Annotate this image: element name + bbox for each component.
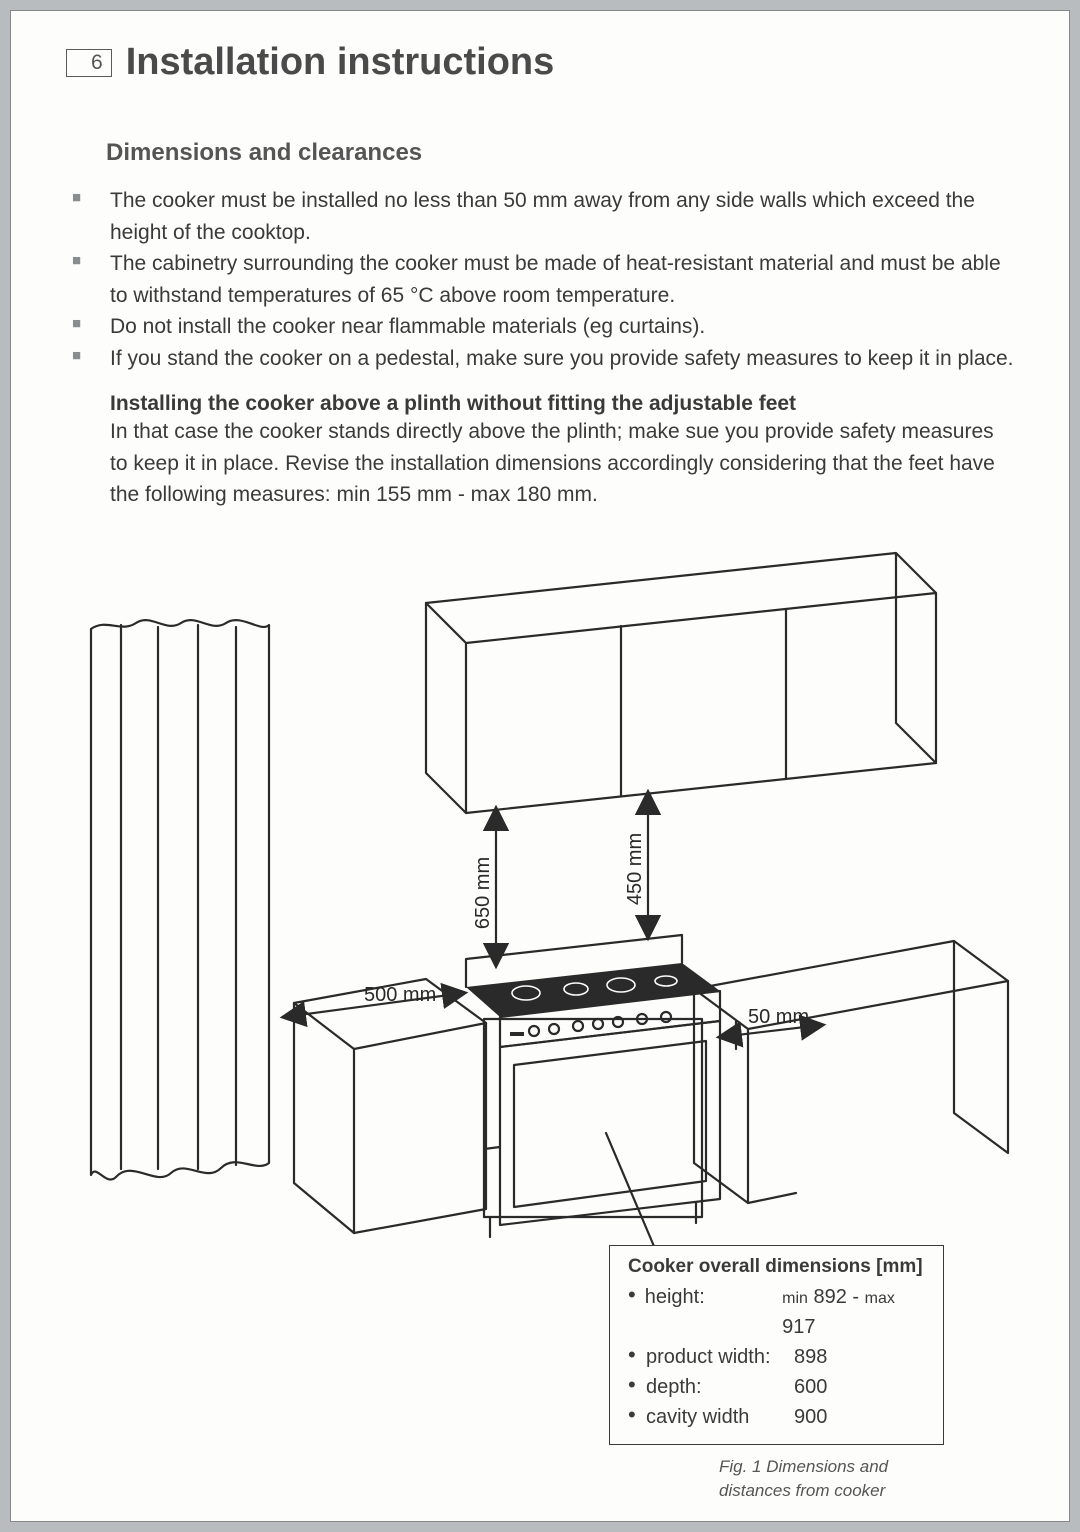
dim-value: 898: [794, 1342, 827, 1372]
header: 6 Installation instructions: [66, 41, 1014, 84]
dim-label: depth:: [646, 1372, 794, 1402]
sub-heading: Installing the cooker above a plinth wit…: [110, 392, 1014, 416]
dim-label: cavity width: [646, 1402, 794, 1432]
sub-body: In that case the cooker stands directly …: [110, 416, 1014, 511]
dim-label: height:: [645, 1282, 782, 1342]
page-number-box: 6: [66, 49, 112, 77]
diagram-svg: 650 mm 450 mm 500 mm 50 mm: [66, 533, 1026, 1253]
page: 6 Installation instructions Dimensions a…: [10, 10, 1070, 1522]
bullet-item: The cooker must be installed no less tha…: [66, 185, 1014, 248]
dim-box-title: Cooker overall dimensions [mm]: [628, 1256, 923, 1278]
dim-value: 600: [794, 1372, 827, 1402]
dim-row: • product width: 898: [628, 1342, 923, 1372]
dim-label-500: 500 mm: [364, 984, 436, 1006]
dimensions-box: Cooker overall dimensions [mm] • height:…: [609, 1245, 944, 1445]
bullet-list: The cooker must be installed no less tha…: [66, 185, 1014, 374]
bullet-item: The cabinetry surrounding the cooker mus…: [66, 248, 1014, 311]
dim-label-450: 450 mm: [624, 832, 646, 904]
dim-value: 900: [794, 1402, 827, 1432]
section-title: Dimensions and clearances: [106, 139, 1014, 167]
dim-value: min 892 - max 917: [782, 1282, 923, 1342]
dim-label: product width:: [646, 1342, 794, 1372]
dim-label-650: 650 mm: [472, 856, 494, 928]
diagram: 650 mm 450 mm 500 mm 50 mm Cooker overal…: [66, 533, 1014, 1253]
bullet-item: Do not install the cooker near flammable…: [66, 311, 1014, 343]
page-title: Installation instructions: [126, 41, 555, 84]
bullet-item: If you stand the cooker on a pedestal, m…: [66, 343, 1014, 375]
dim-row: • depth: 600: [628, 1372, 923, 1402]
dim-row: • cavity width 900: [628, 1402, 923, 1432]
figure-caption: Fig. 1 Dimensions and distances from coo…: [719, 1455, 944, 1503]
dim-label-50: 50 mm: [748, 1006, 809, 1028]
dim-row: • height: min 892 - max 917: [628, 1282, 923, 1342]
